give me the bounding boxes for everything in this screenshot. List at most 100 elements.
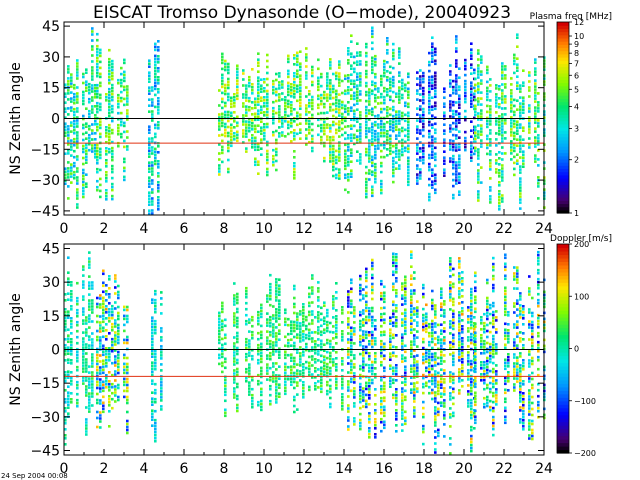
data-cell xyxy=(64,338,67,341)
data-cell xyxy=(383,357,386,361)
data-cell xyxy=(534,115,537,118)
data-cell xyxy=(395,113,398,116)
data-cell xyxy=(422,89,425,93)
data-cell xyxy=(522,81,525,84)
data-segment xyxy=(344,26,410,199)
data-cell xyxy=(365,192,368,196)
data-cell xyxy=(332,87,335,91)
data-cell xyxy=(455,134,458,137)
data-cell xyxy=(308,331,311,335)
data-cell xyxy=(347,341,350,344)
colorbar-step xyxy=(557,155,569,160)
data-cell xyxy=(108,96,111,100)
data-cell xyxy=(151,197,154,200)
data-cell xyxy=(398,101,401,104)
data-cell xyxy=(275,392,278,395)
data-cell xyxy=(254,100,257,104)
data-cell xyxy=(67,340,70,343)
data-cell xyxy=(449,398,452,401)
data-cell xyxy=(96,110,99,114)
data-cell xyxy=(236,322,239,326)
data-cell xyxy=(67,197,70,200)
data-cell xyxy=(272,91,275,95)
data-cell xyxy=(67,316,70,319)
data-cell xyxy=(404,356,407,360)
data-cell xyxy=(522,102,525,105)
data-cell xyxy=(368,370,371,373)
data-cell xyxy=(117,365,120,369)
data-cell xyxy=(356,129,359,132)
data-cell xyxy=(480,181,483,184)
data-cell xyxy=(455,35,458,38)
data-cell xyxy=(452,321,455,325)
data-cell xyxy=(422,361,425,365)
data-cell xyxy=(278,96,281,99)
data-cell xyxy=(519,87,522,90)
data-cell xyxy=(480,79,483,82)
data-cell xyxy=(114,337,117,340)
data-cell xyxy=(329,109,332,112)
data-cell xyxy=(380,83,383,87)
data-cell xyxy=(347,47,350,50)
data-cell xyxy=(257,79,260,82)
data-cell xyxy=(260,345,263,349)
data-cell xyxy=(248,351,251,354)
data-cell xyxy=(422,319,425,323)
data-cell xyxy=(522,144,525,147)
data-cell xyxy=(233,396,236,399)
data-cell xyxy=(105,317,108,320)
data-cell xyxy=(455,50,458,53)
data-cell xyxy=(407,162,410,166)
data-cell xyxy=(88,392,91,395)
data-cell xyxy=(383,122,386,126)
data-cell xyxy=(371,369,374,373)
data-cell xyxy=(359,310,362,314)
data-cell xyxy=(293,323,296,327)
data-cell xyxy=(99,414,102,417)
data-cell xyxy=(359,126,362,129)
data-cell xyxy=(272,157,275,161)
data-cell xyxy=(260,390,263,394)
data-cell xyxy=(407,126,410,130)
data-cell xyxy=(102,407,105,411)
data-cell xyxy=(218,167,221,170)
data-cell xyxy=(224,110,227,114)
data-cell xyxy=(236,64,239,68)
data-cell xyxy=(347,59,350,62)
data-cell xyxy=(221,322,224,326)
data-cell xyxy=(236,85,239,89)
data-cell xyxy=(489,111,492,114)
data-cell xyxy=(455,143,458,146)
data-cell xyxy=(395,122,398,125)
data-cell xyxy=(76,335,79,339)
data-cell xyxy=(126,100,129,103)
data-cell xyxy=(332,174,335,178)
data-cell xyxy=(401,321,404,324)
data-cell xyxy=(99,105,102,109)
data-cell xyxy=(221,346,224,350)
data-cell xyxy=(123,76,126,80)
data-cell xyxy=(458,115,461,118)
data-cell xyxy=(102,371,105,375)
data-cell xyxy=(440,308,443,311)
data-cell xyxy=(70,76,73,79)
data-cell xyxy=(157,55,160,58)
data-cell xyxy=(311,80,314,84)
data-cell xyxy=(404,365,407,369)
data-cell xyxy=(480,103,483,106)
data-cell xyxy=(114,274,117,277)
colorbar-step xyxy=(557,92,569,96)
data-cell xyxy=(102,380,105,384)
data-cell xyxy=(404,86,407,90)
data-cell xyxy=(344,155,347,159)
data-cell xyxy=(221,52,224,56)
data-cell xyxy=(302,330,305,333)
data-cell xyxy=(464,79,467,83)
data-cell xyxy=(272,362,275,365)
data-cell xyxy=(76,179,79,182)
data-cell xyxy=(383,71,386,75)
data-cell xyxy=(470,54,473,57)
data-cell xyxy=(350,350,353,354)
data-cell xyxy=(293,156,296,159)
data-cell xyxy=(422,346,425,350)
